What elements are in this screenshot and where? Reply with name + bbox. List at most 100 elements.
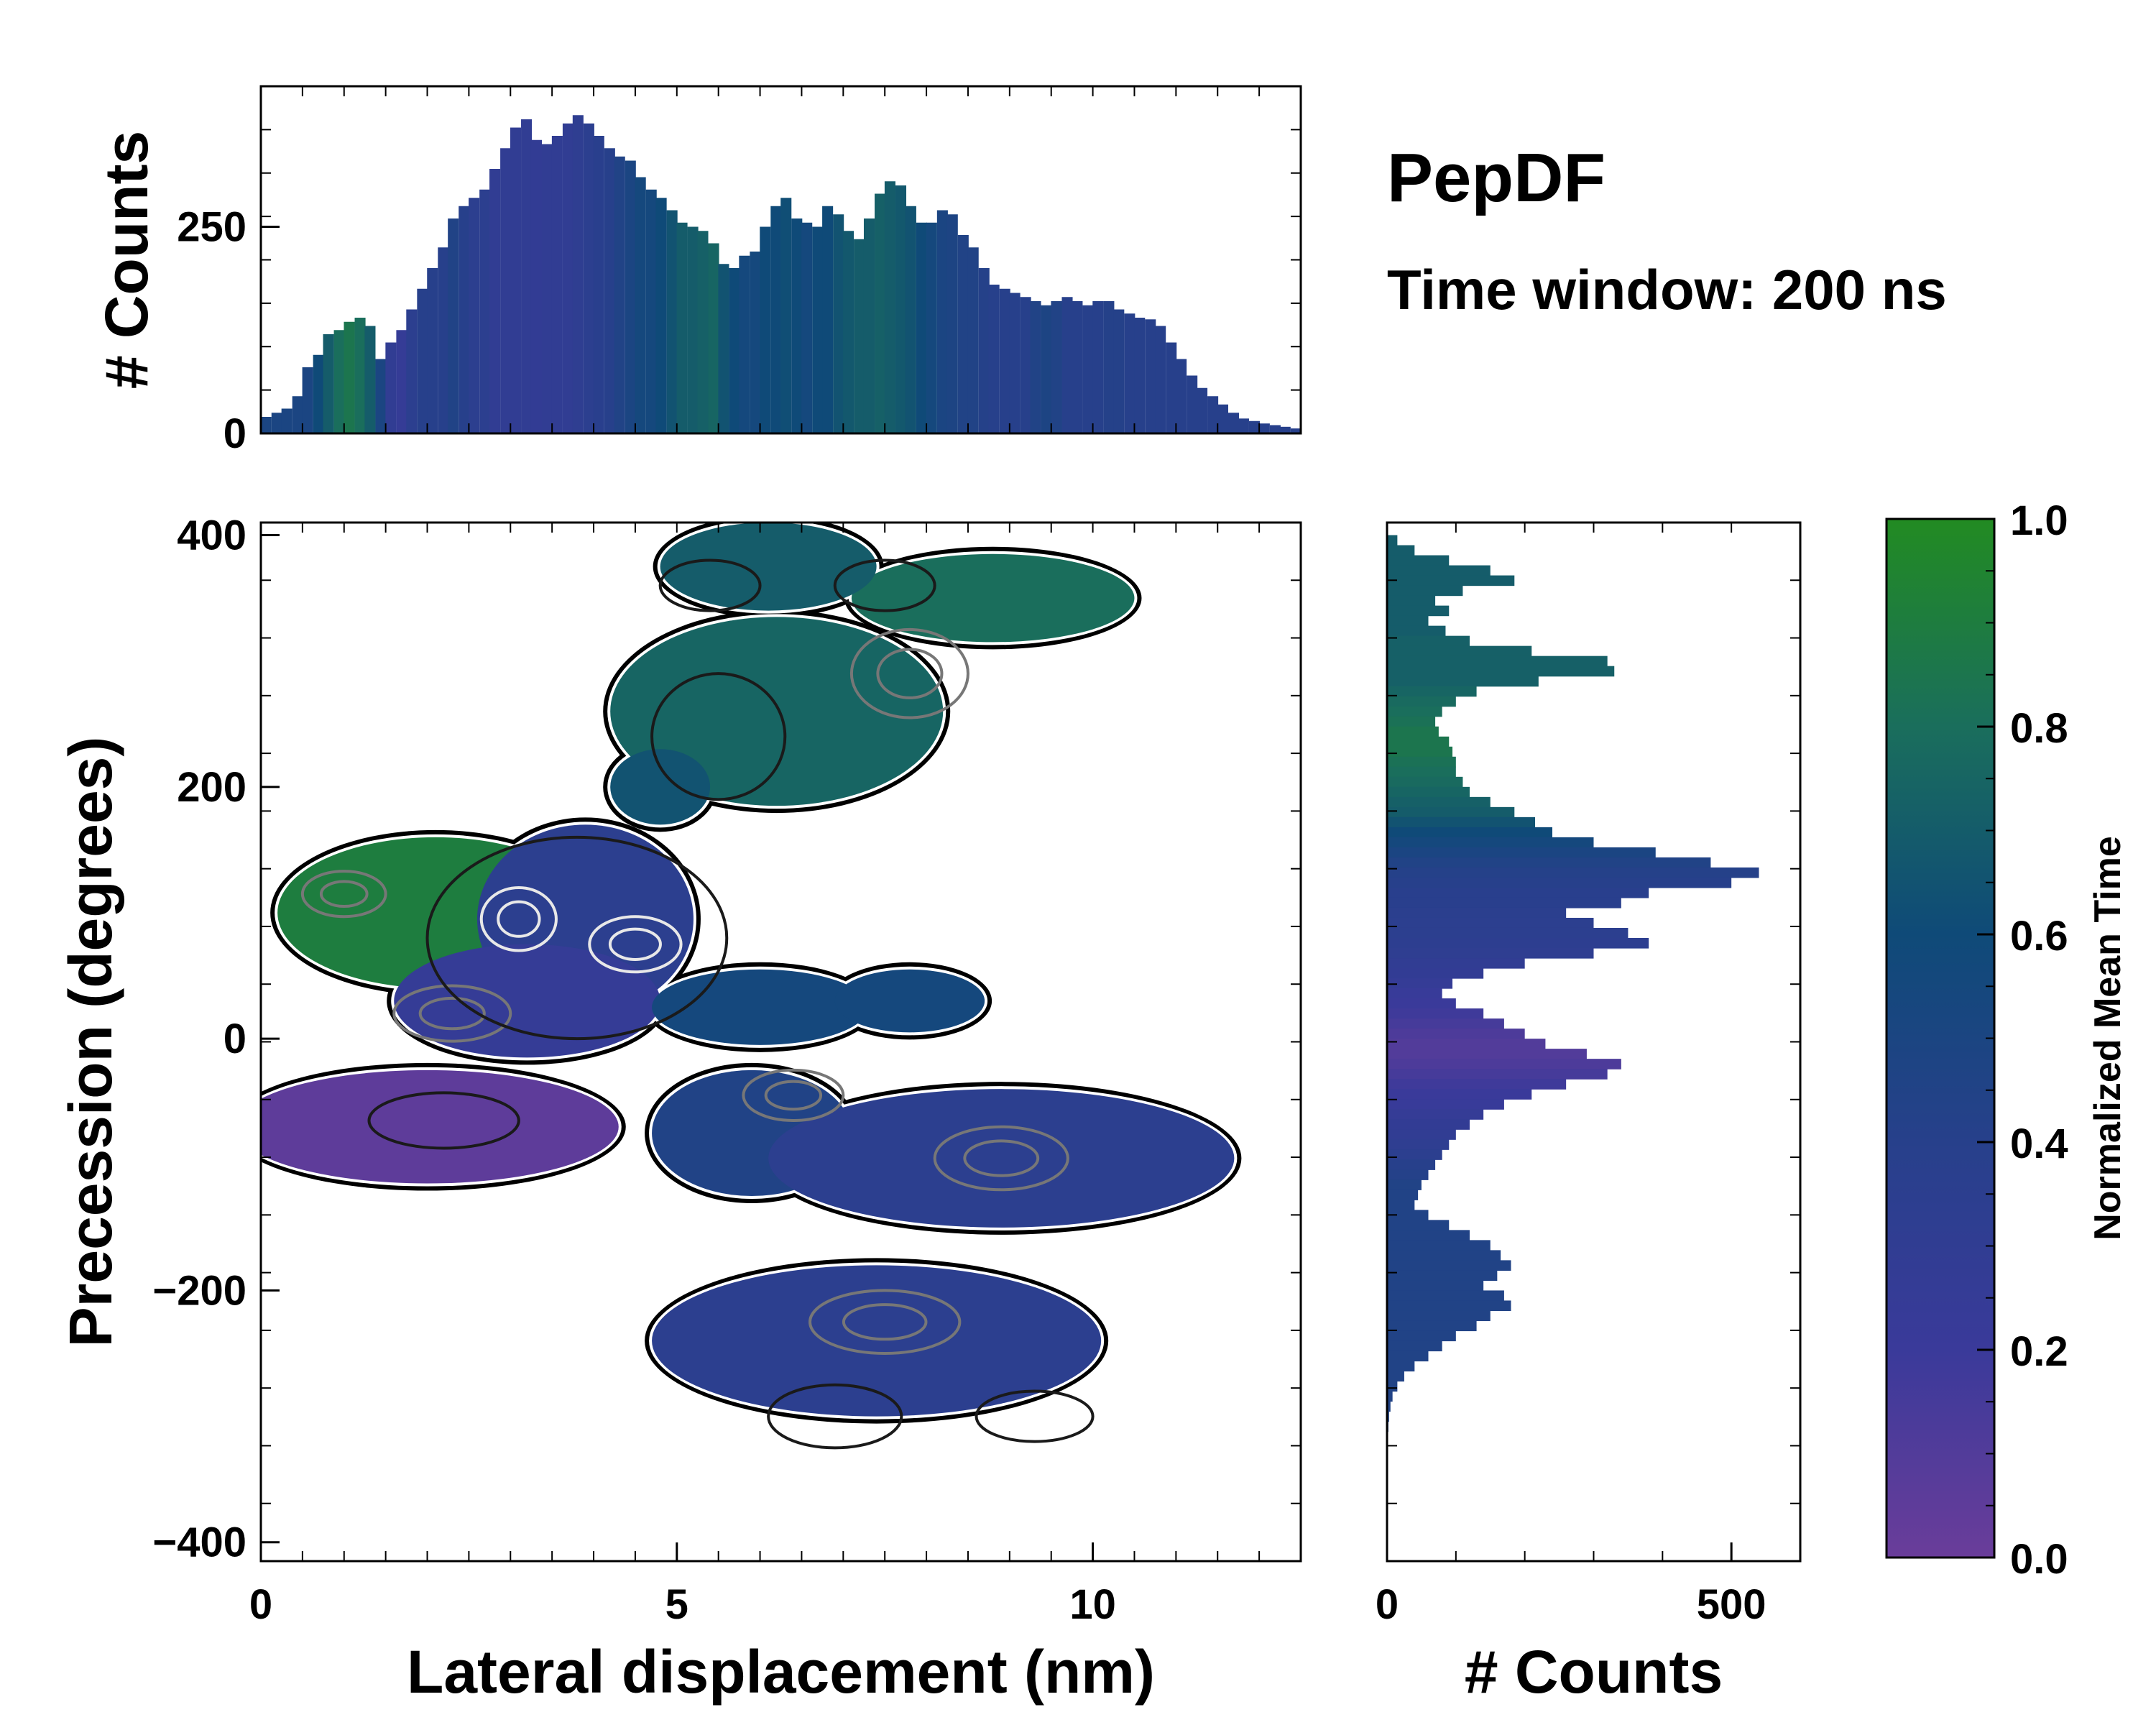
histogram-bar [541, 144, 553, 433]
histogram-bar [1387, 1119, 1470, 1130]
histogram-bar [1217, 404, 1229, 433]
chart-subtitle: Time window: 200 ns [1387, 258, 1947, 321]
histogram-bar [739, 255, 750, 433]
histogram-bar [1387, 605, 1450, 617]
y-tick-label: 0 [224, 1016, 247, 1062]
histogram-bar [1387, 917, 1594, 929]
histogram-bar [1387, 706, 1442, 717]
y-tick-label: 250 [177, 204, 247, 251]
colorbar-tick-label: 0.0 [2010, 1536, 2068, 1583]
x-axis-title: Lateral displacement (nm) [407, 1638, 1155, 1706]
histogram-bar [1387, 1139, 1450, 1150]
density-layer [261, 523, 1242, 1450]
histogram-bar [1387, 615, 1429, 627]
histogram-bar [655, 198, 667, 433]
contour-line [963, 1139, 1040, 1177]
histogram-bar [729, 268, 740, 433]
histogram-bar [1387, 1340, 1442, 1352]
histogram-bar [1387, 1230, 1470, 1241]
histogram-bar [1387, 726, 1439, 737]
histogram-bar [718, 264, 729, 433]
histogram-bar [375, 359, 387, 433]
y-axis-title: Precession (degrees) [57, 737, 124, 1348]
histogram-bar [1387, 1069, 1608, 1080]
histogram-bar [676, 222, 688, 433]
contour-line [975, 1389, 1095, 1443]
histogram-bar [1387, 1169, 1429, 1180]
histogram-bar [354, 318, 366, 433]
histogram-bar [1387, 1250, 1501, 1261]
contour-line [497, 900, 541, 938]
contour-line [479, 886, 558, 952]
histogram-bar [884, 181, 895, 433]
contour-line [425, 835, 729, 1041]
colorbar-gradient [1885, 518, 1996, 1559]
colorbar-tick-label: 0.6 [2010, 913, 2068, 960]
histogram-bar [479, 189, 491, 433]
histogram-bar [926, 222, 937, 433]
histogram-bar [1387, 1381, 1398, 1392]
histogram-bar [1020, 297, 1031, 433]
histogram-bar [593, 136, 604, 433]
histogram-bar [1387, 1049, 1587, 1059]
y-tick-label: −400 [152, 1519, 247, 1566]
histogram-bar [1387, 716, 1436, 727]
contour-line [650, 672, 787, 801]
histogram-bar [1269, 425, 1281, 433]
histogram-bar [344, 321, 355, 433]
histogram-bar [1387, 1371, 1404, 1382]
histogram-bar [1387, 1351, 1429, 1362]
histogram-bar [875, 193, 886, 433]
top-histogram: 0 250 # Counts [93, 85, 1302, 457]
histogram-bar [1387, 1310, 1491, 1322]
histogram-bar [1387, 635, 1470, 647]
histogram-bar [583, 123, 594, 433]
histogram-bar [1387, 1129, 1456, 1140]
histogram-bar [1387, 575, 1515, 586]
histogram-bar [1387, 1220, 1450, 1230]
histogram-bar [271, 413, 282, 433]
histogram-bar [459, 206, 470, 433]
histogram-bar [988, 285, 1000, 433]
histogram-bar [1387, 645, 1532, 657]
histogram-bar [708, 243, 719, 433]
density-blob [851, 553, 1135, 643]
histogram-bar [1387, 796, 1491, 808]
histogram-bar [697, 231, 709, 433]
histogram-bar [1387, 786, 1470, 798]
histogram-bar [854, 239, 865, 433]
contour-line [764, 1080, 823, 1111]
histogram-bar [489, 169, 501, 433]
histogram-bar [406, 309, 418, 433]
histogram-bar [614, 156, 625, 433]
contour-line [418, 996, 486, 1031]
histogram-bar [1387, 535, 1398, 546]
histogram-bar [1258, 423, 1270, 433]
histogram-bar [333, 330, 345, 433]
histogram-bar [521, 119, 533, 433]
histogram-bar [946, 214, 958, 433]
histogram-bar [1124, 313, 1135, 433]
histogram-bar [1279, 426, 1291, 433]
histogram-bar [427, 268, 438, 433]
right-histogram: 0 500 # Counts [1376, 521, 1802, 1706]
histogram-bar [1387, 806, 1515, 818]
contour-line [658, 558, 762, 612]
histogram-bar [1187, 375, 1198, 433]
colorbar: 0.0 0.2 0.4 0.6 0.8 1.0 Normalized Mean Time [1885, 497, 2129, 1583]
histogram-bar [1387, 1300, 1511, 1312]
histogram-bar [1387, 938, 1649, 949]
histogram-bar [635, 177, 646, 433]
histogram-bar [666, 210, 678, 433]
histogram-bar [999, 288, 1010, 433]
histogram-bar [1387, 1179, 1422, 1190]
histogram-bar [1387, 887, 1649, 898]
histogram-bar [1082, 305, 1094, 433]
histogram-bar [1387, 1008, 1484, 1019]
histogram-bar [1387, 857, 1711, 868]
histogram-bar [687, 226, 699, 433]
histogram-bar [957, 235, 969, 433]
histogram-bar [1197, 387, 1208, 433]
contour-line [808, 1289, 962, 1356]
histogram-bar [1041, 305, 1052, 433]
